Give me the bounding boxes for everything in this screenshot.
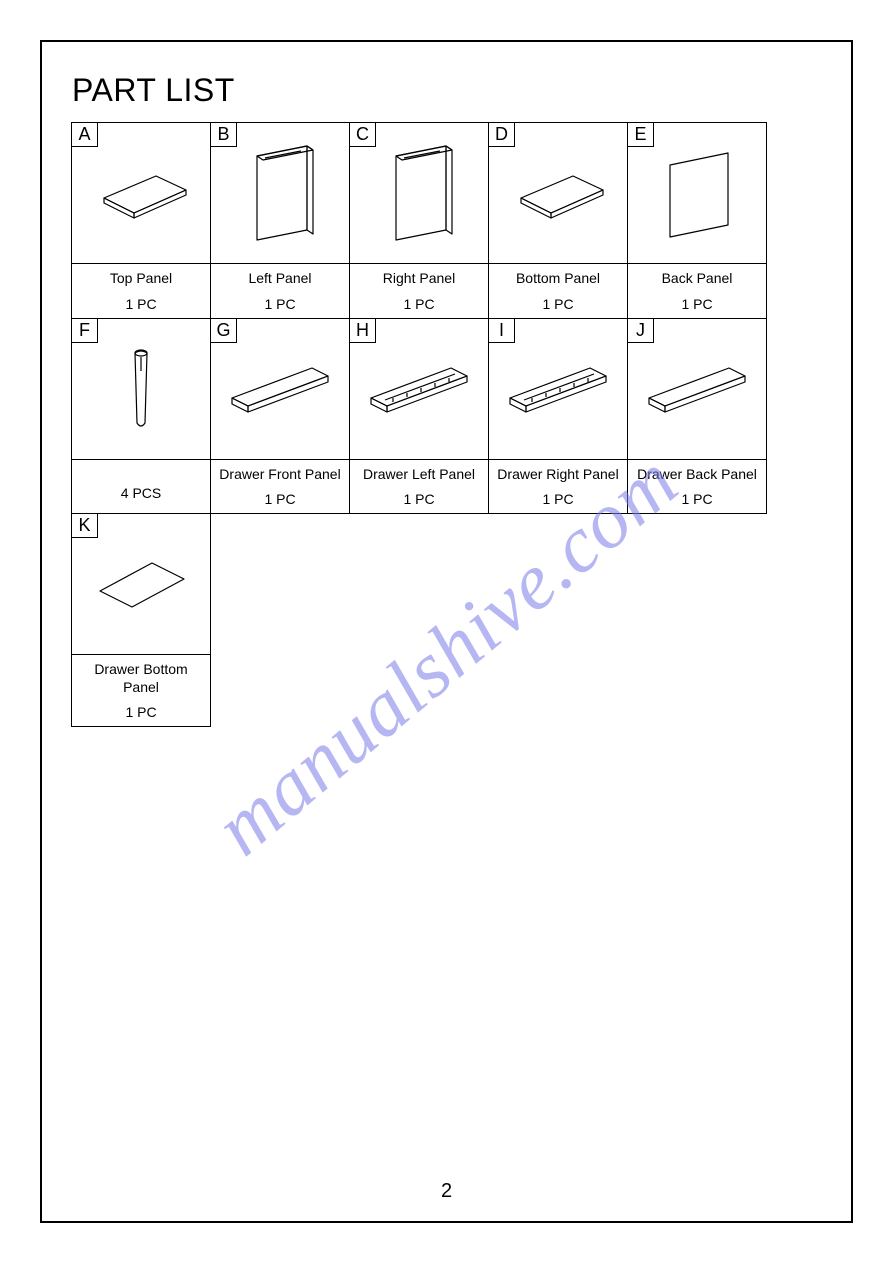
part-quantity: 4 PCS — [76, 485, 206, 505]
drawer-strip-icon — [211, 319, 349, 459]
side-panel-icon — [211, 123, 349, 263]
part-name: Left Panel — [215, 270, 345, 288]
part-cell: H Drawer Left Panel 1 PC — [349, 318, 489, 515]
thin-flat-icon — [72, 514, 210, 654]
part-quantity: 1 PC — [493, 491, 623, 511]
part-illustration: D — [489, 123, 627, 263]
part-label: Top Panel 1 PC — [72, 263, 210, 318]
part-cell: A Top Panel 1 PC — [71, 122, 211, 319]
part-cell: D Bottom Panel 1 PC — [488, 122, 628, 319]
part-cell: C Right Panel 1 PC — [349, 122, 489, 319]
part-illustration: G — [211, 319, 349, 459]
part-illustration: A — [72, 123, 210, 263]
part-cell: J Drawer Back Panel 1 PC — [627, 318, 767, 515]
part-name: Drawer Bottom Panel — [76, 661, 206, 696]
part-label: Drawer Back Panel 1 PC — [628, 459, 766, 514]
part-cell: I Drawer Right Panel 1 PC — [488, 318, 628, 515]
leg-icon — [72, 319, 210, 459]
drawer-strip-icon — [628, 319, 766, 459]
part-illustration: C — [350, 123, 488, 263]
part-label: Drawer Bottom Panel 1 PC — [72, 654, 210, 726]
part-quantity: 1 PC — [493, 296, 623, 316]
part-quantity: 1 PC — [76, 704, 206, 724]
part-name: Bottom Panel — [493, 270, 623, 288]
part-cell: K Drawer Bottom Panel 1 PC — [71, 513, 211, 727]
part-name: Drawer Right Panel — [493, 466, 623, 484]
page-frame: PART LIST A Top Panel 1 PC B Left Panel 1 P… — [40, 40, 853, 1223]
part-illustration: H — [350, 319, 488, 459]
drawer-rail-icon — [350, 319, 488, 459]
part-quantity: 1 PC — [215, 296, 345, 316]
part-cell: G Drawer Front Panel 1 PC — [210, 318, 350, 515]
part-label: Right Panel 1 PC — [350, 263, 488, 318]
part-label: Drawer Right Panel 1 PC — [489, 459, 627, 514]
part-quantity: 1 PC — [76, 296, 206, 316]
part-illustration: E — [628, 123, 766, 263]
part-quantity: 1 PC — [354, 296, 484, 316]
part-cell: B Left Panel 1 PC — [210, 122, 350, 319]
flat-panel-icon — [489, 123, 627, 263]
part-cell: F 4 PCS — [71, 318, 211, 515]
part-label: Bottom Panel 1 PC — [489, 263, 627, 318]
part-label: Drawer Left Panel 1 PC — [350, 459, 488, 514]
part-cell: E Back Panel 1 PC — [627, 122, 767, 319]
part-illustration: I — [489, 319, 627, 459]
page-number: 2 — [42, 1180, 851, 1203]
part-quantity: 1 PC — [632, 296, 762, 316]
part-label: Back Panel 1 PC — [628, 263, 766, 318]
part-quantity: 1 PC — [632, 491, 762, 511]
flat-panel-icon — [72, 123, 210, 263]
part-label: Left Panel 1 PC — [211, 263, 349, 318]
thin-panel-icon — [628, 123, 766, 263]
part-illustration: J — [628, 319, 766, 459]
page-title: PART LIST — [72, 72, 821, 109]
part-illustration: F — [72, 319, 210, 459]
part-name: Drawer Back Panel — [632, 466, 762, 484]
part-illustration: K — [72, 514, 210, 654]
part-name: Top Panel — [76, 270, 206, 288]
part-name: Right Panel — [354, 270, 484, 288]
part-label: Drawer Front Panel 1 PC — [211, 459, 349, 514]
part-name: Drawer Front Panel — [215, 466, 345, 484]
part-illustration: B — [211, 123, 349, 263]
part-quantity: 1 PC — [354, 491, 484, 511]
part-label: 4 PCS — [72, 459, 210, 507]
drawer-rail-icon — [489, 319, 627, 459]
part-quantity: 1 PC — [215, 491, 345, 511]
part-name: Back Panel — [632, 270, 762, 288]
part-name: Drawer Left Panel — [354, 466, 484, 484]
side-panel-icon — [350, 123, 488, 263]
parts-grid: A Top Panel1 PCB Left Panel1 PCC Right P… — [72, 123, 821, 727]
